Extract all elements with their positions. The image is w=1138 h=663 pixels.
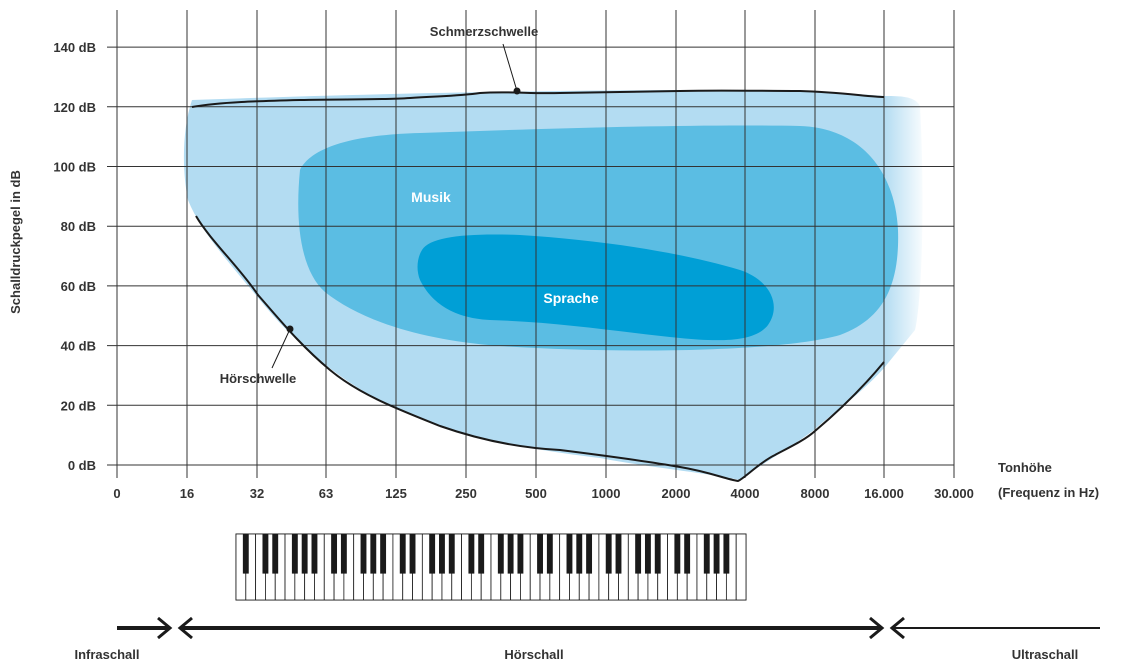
y-tick-label: 20 dB — [61, 398, 96, 413]
piano-black-key — [713, 534, 720, 574]
audible-label: Hörschall — [504, 647, 563, 662]
hearing-threshold-label: Hörschwelle — [220, 371, 297, 386]
x-tick-label: 16 — [180, 486, 194, 501]
pain-threshold-label: Schmerzschwelle — [430, 24, 538, 39]
piano-black-key — [586, 534, 593, 574]
x-tick-label: 4000 — [731, 486, 760, 501]
piano-black-key — [272, 534, 279, 574]
infra-arrow-head — [157, 616, 173, 640]
y-tick-label: 0 dB — [68, 458, 96, 473]
piano-white-key — [735, 533, 747, 601]
x-tick-label: 500 — [525, 486, 547, 501]
piano-black-key — [399, 534, 406, 574]
y-tick-label: 60 dB — [61, 279, 96, 294]
piano-black-key — [507, 534, 514, 574]
audible-area-fade — [884, 96, 923, 368]
x-tick-label: 125 — [385, 486, 407, 501]
ultra-arrow-head — [889, 616, 905, 640]
piano-black-key — [684, 534, 691, 574]
pain-threshold-leader — [502, 43, 518, 92]
x-tick-label: 32 — [250, 486, 264, 501]
piano-black-key — [370, 534, 377, 574]
speech-label: Sprache — [543, 290, 598, 306]
hearing-threshold-curve — [195, 215, 885, 483]
piano-black-key — [537, 534, 543, 574]
piano-black-key — [546, 534, 553, 574]
piano-black-key — [497, 534, 504, 574]
piano-black-key — [635, 534, 642, 574]
piano-black-key — [723, 534, 730, 574]
x-tick-label: 16.000 — [864, 486, 904, 501]
piano-black-key — [605, 534, 612, 574]
piano-keyboard — [235, 533, 747, 601]
x-tick-label: 2000 — [662, 486, 691, 501]
piano-black-key — [517, 534, 524, 574]
piano-black-key — [291, 534, 298, 574]
y-tick-label: 80 dB — [61, 219, 96, 234]
piano-black-key — [448, 534, 455, 574]
piano-black-key — [429, 534, 436, 574]
hearing-threshold-leader — [271, 328, 291, 369]
piano-black-key — [360, 534, 367, 574]
y-tick-label: 40 dB — [61, 339, 96, 354]
piano-black-key — [409, 534, 416, 574]
piano-black-key — [439, 534, 445, 574]
grid-lines — [107, 10, 955, 478]
piano-black-key — [262, 534, 269, 574]
x-tick-label: 250 — [455, 486, 477, 501]
piano-black-key — [331, 534, 338, 574]
y-axis-ticks: 0 dB 20 dB 40 dB 60 dB 80 dB 100 dB 120 dB 140 … — [53, 40, 96, 473]
sound-ranges — [117, 616, 1100, 640]
pain-threshold-curve — [191, 89, 885, 108]
piano-black-key — [468, 534, 475, 574]
speech-area — [417, 234, 774, 341]
x-axis-ticks: 0 16 32 63 125 250 500 1000 2000 4000 8000 16.000 30… — [113, 486, 974, 501]
x-tick-label: 8000 — [801, 486, 830, 501]
piano-black-key — [566, 534, 573, 574]
x-tick-label: 30.000 — [934, 486, 974, 501]
piano-black-key — [674, 534, 681, 574]
x-tick-label: 0 — [113, 486, 120, 501]
piano-black-key — [576, 534, 583, 574]
piano-black-key — [478, 534, 485, 574]
y-tick-label: 140 dB — [53, 40, 96, 55]
x-axis-title-unit: (Frequenz in Hz) — [998, 485, 1099, 500]
x-tick-label: 1000 — [592, 486, 621, 501]
piano-black-key — [301, 534, 308, 574]
y-axis-title: Schalldruckpegel in dB — [8, 170, 23, 314]
piano-black-key — [242, 534, 249, 574]
piano-black-key — [644, 534, 651, 574]
piano-black-key — [311, 534, 318, 574]
x-tick-label: 63 — [319, 486, 333, 501]
piano-black-key — [615, 534, 622, 574]
audible-arrow-head-left — [177, 616, 193, 640]
music-label: Musik — [411, 189, 451, 205]
piano-black-key — [654, 534, 661, 574]
y-tick-label: 100 dB — [53, 160, 96, 175]
piano-black-key — [380, 534, 387, 574]
ultra-label: Ultraschall — [1012, 647, 1078, 662]
y-tick-label: 120 dB — [53, 100, 96, 115]
piano-black-key — [703, 534, 710, 574]
infra-label: Infraschall — [74, 647, 139, 662]
audible-arrow-head-right — [869, 616, 885, 640]
piano-black-key — [340, 534, 347, 574]
x-axis-title: Tonhöhe — [998, 460, 1052, 475]
